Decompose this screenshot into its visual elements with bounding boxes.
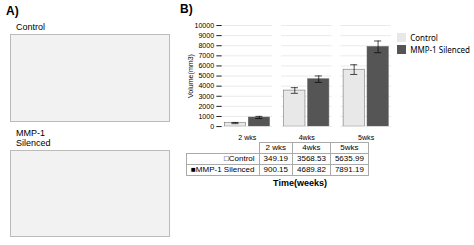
html-text:4689.82: 4689.82 <box>297 165 326 175</box>
svg-text:5wks: 5wks <box>358 134 375 142</box>
html-text:A): A) <box>6 4 19 18</box>
html-text:B): B) <box>180 2 193 16</box>
html-text:2 wks: 2 wks <box>265 143 286 153</box>
svg-text:9000: 9000 <box>198 32 214 40</box>
html-text:5635.99: 5635.99 <box>334 154 364 164</box>
html-text:900.15: 900.15 <box>263 165 288 175</box>
html-text:MMP-1 Silenced: MMP-1 Silenced <box>410 44 470 55</box>
html-text:□Control: □Control <box>223 154 255 164</box>
html-text:7891.19: 7891.19 <box>334 165 364 175</box>
svg-text:2000: 2000 <box>198 103 214 111</box>
html-text:3568.53: 3568.53 <box>297 154 326 164</box>
html-text:349.19: 349.19 <box>263 154 288 164</box>
svg-text:2 wks: 2 wks <box>238 134 257 142</box>
html-text:5wks: 5wks <box>340 143 359 153</box>
svg-text:4000: 4000 <box>198 82 214 90</box>
svg-text:7000: 7000 <box>198 52 214 60</box>
svg-text:Volume(mm3): Volume(mm3) <box>187 54 195 98</box>
html-text:Time(weeks): Time(weeks) <box>273 178 327 189</box>
html-text:4wks: 4wks <box>302 143 321 153</box>
html-text:■MMP-1 Silenced: ■MMP-1 Silenced <box>191 165 255 175</box>
html-text:MMP-1 Silenced: MMP-1 Silenced <box>16 127 51 148</box>
html-text:Control: Control <box>16 22 45 32</box>
svg-text:3000: 3000 <box>198 93 214 101</box>
svg-text:8000: 8000 <box>198 42 214 50</box>
html-text:Control: Control <box>410 32 438 43</box>
svg-text:4wks: 4wks <box>299 134 316 142</box>
svg-text:10000: 10000 <box>194 22 214 30</box>
svg-text:0: 0 <box>210 123 214 131</box>
svg-text:5000: 5000 <box>198 72 214 80</box>
svg-text:1000: 1000 <box>198 113 214 121</box>
svg-text:6000: 6000 <box>198 62 214 70</box>
